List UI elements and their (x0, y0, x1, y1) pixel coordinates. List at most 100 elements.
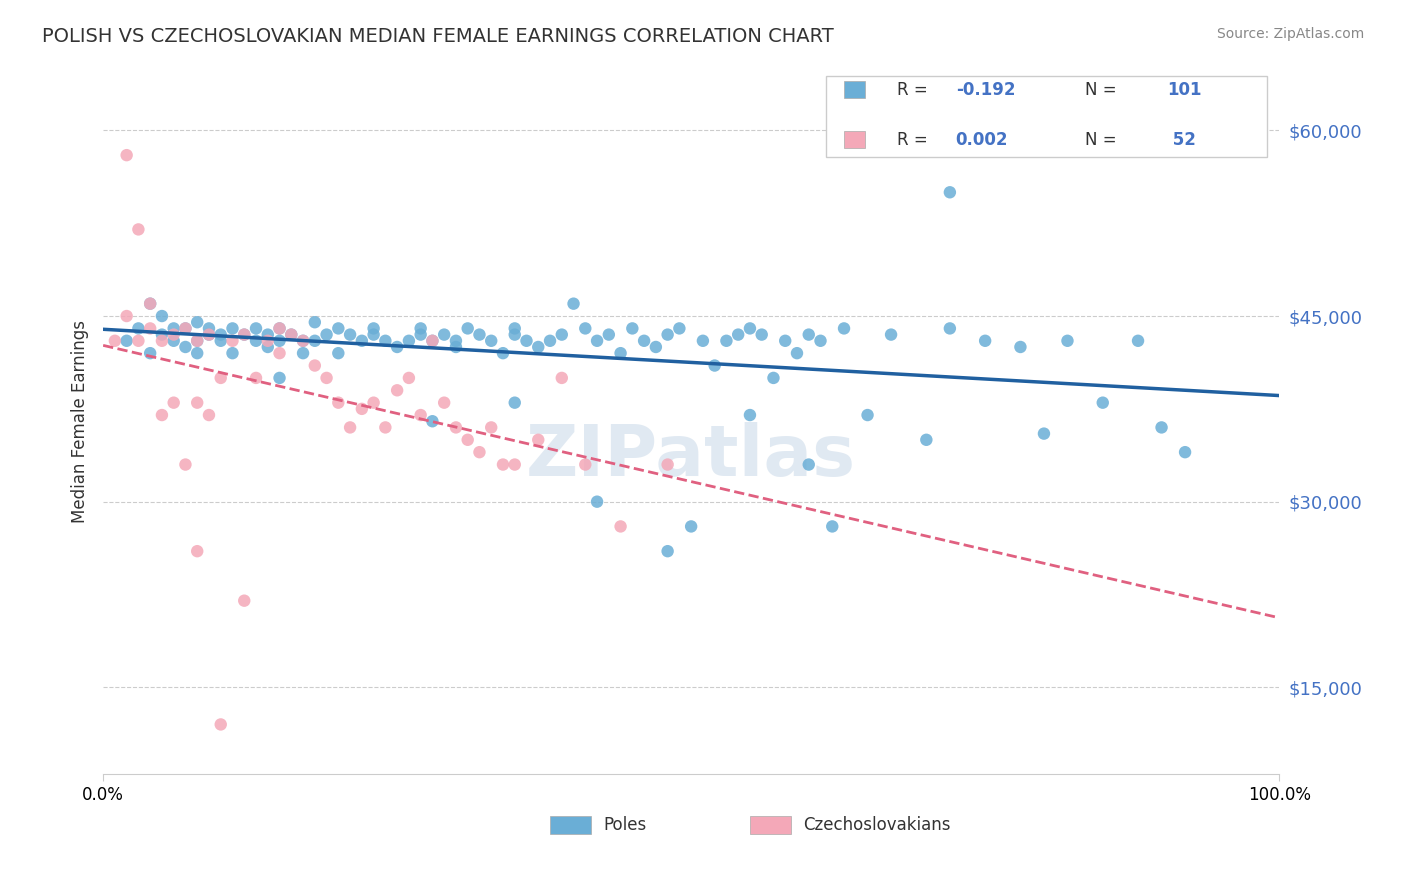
Point (127, 222, 149, 236)
Point (186, 334, 208, 348)
Point (503, 321, 526, 335)
Text: 52: 52 (1167, 131, 1197, 149)
Point (198, 321, 221, 335)
Text: Source: ZipAtlas.com: Source: ZipAtlas.com (1216, 27, 1364, 41)
Point (304, 334, 326, 348)
Point (256, 340, 278, 354)
Point (832, 321, 855, 335)
Point (527, 340, 550, 354)
Point (574, 458, 596, 472)
Point (856, 408, 879, 422)
Point (751, 327, 773, 342)
Point (269, 321, 291, 335)
Point (186, 334, 208, 348)
Point (479, 420, 502, 434)
Text: POLISH VS CZECHOSLOVAKIAN MEDIAN FEMALE EARNINGS CORRELATION CHART: POLISH VS CZECHOSLOVAKIAN MEDIAN FEMALE … (42, 27, 834, 45)
Point (245, 334, 267, 348)
FancyBboxPatch shape (827, 76, 1267, 157)
Point (657, 458, 679, 472)
Point (409, 327, 432, 342)
Point (115, 148, 138, 162)
Point (551, 371, 574, 385)
Point (1032, 426, 1054, 441)
Point (363, 395, 385, 409)
Point (880, 327, 903, 342)
Point (1126, 334, 1149, 348)
Point (139, 296, 162, 310)
Point (150, 334, 173, 348)
Point (163, 334, 186, 348)
Point (468, 327, 491, 342)
Point (292, 334, 315, 348)
Point (221, 334, 243, 348)
Point (657, 327, 679, 342)
Point (515, 334, 537, 348)
Point (186, 395, 208, 409)
Point (738, 321, 761, 335)
Point (209, 327, 232, 342)
Point (598, 327, 620, 342)
Point (974, 334, 997, 348)
Point (422, 334, 444, 348)
Bar (550, 816, 591, 834)
Point (104, 334, 127, 348)
Point (304, 359, 326, 373)
Point (633, 334, 655, 348)
Point (738, 408, 761, 422)
Point (221, 346, 243, 360)
Point (292, 334, 315, 348)
Point (703, 359, 725, 373)
Point (163, 321, 186, 335)
Point (198, 327, 221, 342)
Point (233, 327, 256, 342)
Point (139, 296, 162, 310)
Point (422, 334, 444, 348)
Point (1010, 340, 1032, 354)
Point (716, 334, 738, 348)
Point (681, 519, 703, 533)
Text: N =: N = (1085, 131, 1122, 149)
Point (727, 327, 749, 342)
Point (409, 321, 432, 335)
Point (810, 334, 832, 348)
Point (444, 340, 467, 354)
Point (821, 519, 844, 533)
Point (150, 309, 173, 323)
Point (1056, 334, 1078, 348)
Point (256, 327, 278, 342)
Point (186, 544, 208, 558)
Point (150, 408, 173, 422)
Text: R =: R = (897, 80, 934, 99)
Point (385, 384, 408, 398)
Point (457, 321, 479, 335)
Point (163, 395, 186, 409)
Point (762, 371, 785, 385)
Point (150, 327, 173, 342)
Bar (749, 816, 792, 834)
Point (115, 334, 138, 348)
Point (269, 346, 291, 360)
Point (174, 321, 197, 335)
Point (398, 334, 420, 348)
Point (363, 327, 385, 342)
Text: N =: N = (1085, 80, 1122, 99)
Point (644, 340, 666, 354)
Point (350, 401, 373, 416)
Point (174, 340, 197, 354)
Point (444, 334, 467, 348)
Bar (844, 80, 865, 98)
Point (280, 327, 302, 342)
Point (256, 334, 278, 348)
Point (245, 321, 267, 335)
Point (315, 371, 337, 385)
Point (233, 593, 256, 607)
Point (773, 334, 796, 348)
Point (609, 346, 631, 360)
Point (139, 321, 162, 335)
Point (139, 346, 162, 360)
Point (127, 321, 149, 335)
Point (468, 445, 491, 459)
Point (492, 346, 515, 360)
Text: Poles: Poles (603, 816, 647, 834)
Point (221, 321, 243, 335)
